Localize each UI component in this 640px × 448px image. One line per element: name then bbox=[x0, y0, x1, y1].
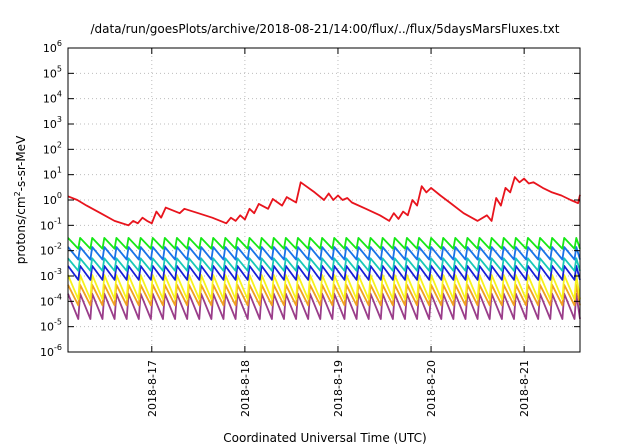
y-tick-label: 10-5 bbox=[40, 318, 62, 334]
flux-series-line bbox=[67, 274, 581, 301]
flux-series-line bbox=[67, 292, 581, 320]
y-tick-label: 10-6 bbox=[40, 343, 62, 359]
flux-series-line bbox=[67, 237, 581, 250]
x-tick-label: 2018-8-18 bbox=[239, 360, 252, 417]
flux-series-line bbox=[67, 283, 581, 307]
x-tick-labels: 2018-8-17 2018-8-18 2018-8-19 2018-8-20 2018… bbox=[146, 360, 531, 417]
x-tick-label: 2018-8-19 bbox=[332, 360, 345, 417]
x-tick-label: 2018-8-17 bbox=[146, 360, 159, 417]
y-tick-label: 10-2 bbox=[40, 242, 62, 258]
x-tick-label: 2018-8-21 bbox=[518, 360, 531, 417]
y-tick-label: 106 bbox=[43, 39, 62, 55]
y-tick-label: 104 bbox=[43, 90, 62, 106]
flux-series-line bbox=[67, 265, 581, 281]
y-tick-label: 10-4 bbox=[40, 292, 62, 308]
y-tick-labels: 10-6 10-5 10-4 10-3 10-2 10-1 100 101 102 103 104 1… bbox=[40, 39, 62, 359]
y-tick-label: 101 bbox=[43, 166, 62, 182]
chart-title: /data/run/goesPlots/archive/2018-08-21/1… bbox=[91, 22, 560, 36]
y-axis-label: protons/cm2-s-sr-MeV bbox=[13, 135, 28, 264]
y-tick-label: 102 bbox=[43, 140, 62, 156]
y-tick-label: 10-3 bbox=[40, 267, 62, 283]
flux-series-line bbox=[67, 246, 581, 261]
ticks bbox=[68, 47, 580, 353]
y-tick-label: 105 bbox=[43, 64, 62, 80]
y-tick-label: 100 bbox=[43, 191, 62, 207]
y-tick-label: 10-1 bbox=[40, 216, 62, 232]
x-axis-label: Coordinated Universal Time (UTC) bbox=[223, 431, 426, 445]
x-tick-label: 2018-8-20 bbox=[425, 360, 438, 417]
series-layer bbox=[67, 176, 581, 320]
y-tick-label: 103 bbox=[43, 115, 62, 131]
flux-series-line bbox=[67, 176, 581, 227]
flux-series-line bbox=[67, 257, 581, 272]
